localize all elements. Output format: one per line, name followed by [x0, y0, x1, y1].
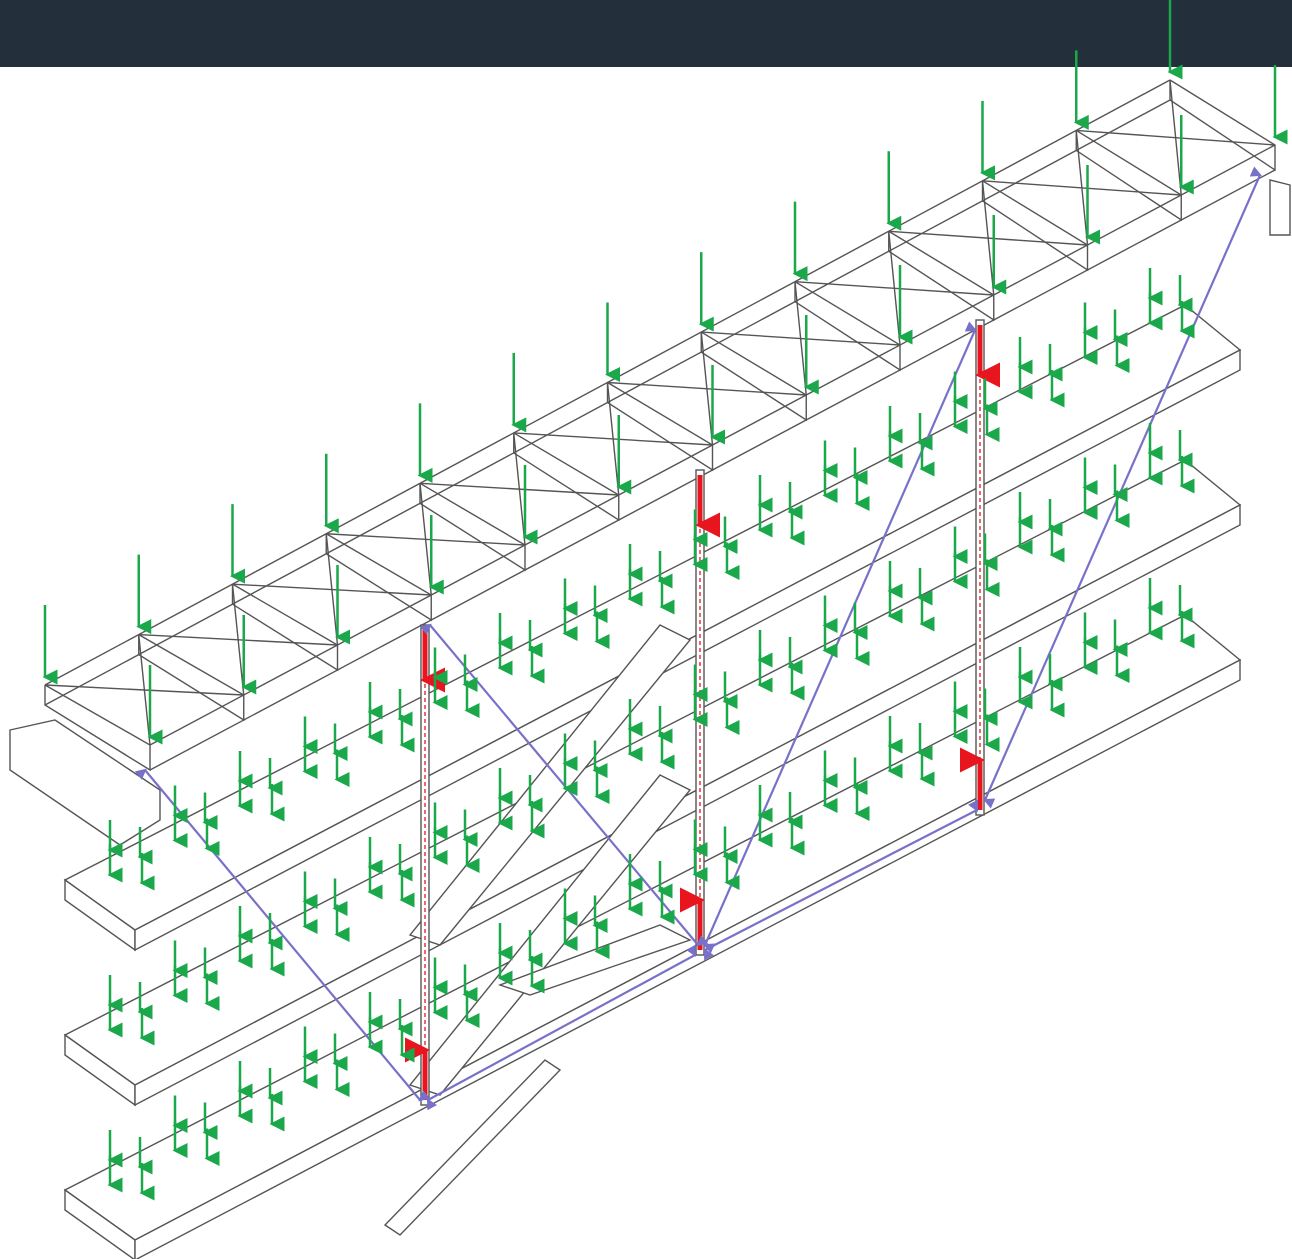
column [420, 624, 430, 1106]
header-bar [0, 0, 1292, 67]
truss-brace [325, 533, 339, 646]
truss-frame [138, 633, 245, 722]
structure [9, 79, 1291, 1259]
blue-arrow [426, 944, 697, 1111]
truss-frame [325, 533, 432, 622]
support-block [1269, 179, 1291, 236]
slab-edge [64, 1188, 136, 1259]
truss-brace [513, 432, 526, 546]
slab-edge [134, 348, 1241, 952]
truss-frame [606, 381, 714, 472]
support-block [9, 719, 161, 846]
truss-frame [1075, 129, 1182, 222]
truss-frame [700, 331, 807, 422]
truss-brace [231, 584, 245, 696]
truss-frame [1169, 79, 1276, 172]
truss-brace [606, 382, 620, 496]
blue-arrow [703, 799, 979, 961]
truss-frame [794, 281, 901, 372]
truss-brace [419, 483, 432, 596]
truss-frame [888, 230, 995, 322]
truss-brace [138, 634, 151, 746]
loads [42, 0, 1288, 1201]
truss-frame [419, 482, 526, 572]
truss-frame [981, 180, 1089, 272]
truss-frame [513, 432, 620, 522]
truss-frame [231, 583, 339, 672]
